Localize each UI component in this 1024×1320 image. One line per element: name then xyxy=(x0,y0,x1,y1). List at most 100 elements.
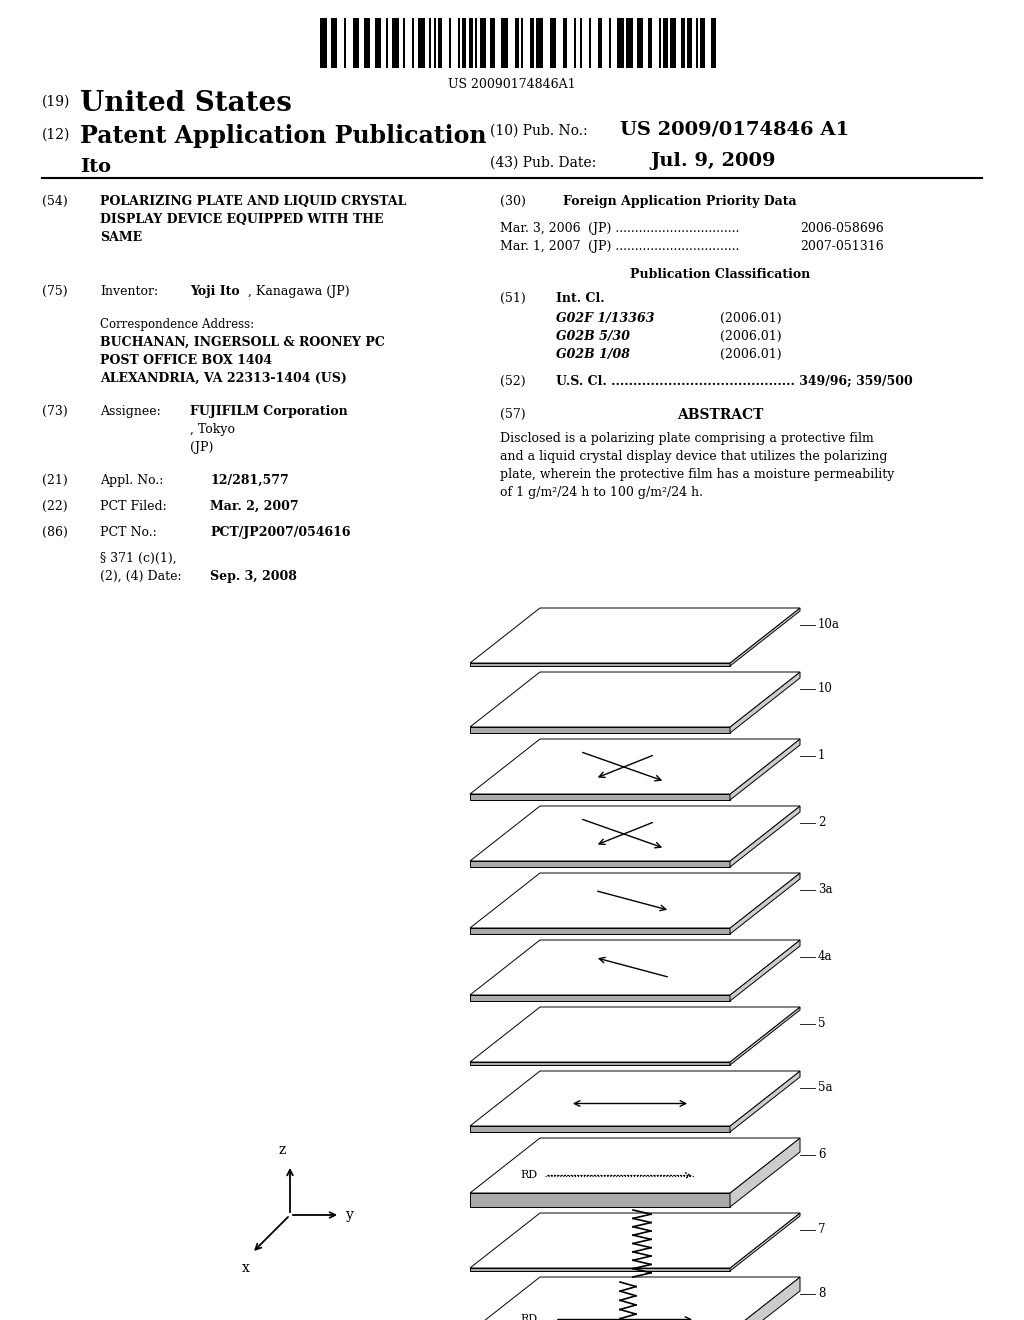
Text: (52): (52) xyxy=(500,375,525,388)
Text: Assignee:: Assignee: xyxy=(100,405,161,418)
Bar xyxy=(700,18,705,69)
Polygon shape xyxy=(470,739,800,795)
Text: (JP): (JP) xyxy=(190,441,213,454)
Text: Mar. 3, 2006: Mar. 3, 2006 xyxy=(500,222,581,235)
Polygon shape xyxy=(730,1138,800,1206)
Bar xyxy=(403,18,406,69)
Text: (2006.01): (2006.01) xyxy=(720,312,781,325)
Text: Inventor:: Inventor: xyxy=(100,285,158,298)
Text: PCT/JP2007/054616: PCT/JP2007/054616 xyxy=(210,525,350,539)
Text: U.S. Cl. .......................................... 349/96; 359/500: U.S. Cl. ...............................… xyxy=(556,375,912,388)
Text: G02F 1/13363: G02F 1/13363 xyxy=(556,312,654,325)
Text: Ito: Ito xyxy=(80,158,111,176)
Text: US 2009/0174846 A1: US 2009/0174846 A1 xyxy=(620,120,849,139)
Text: (43) Pub. Date:: (43) Pub. Date: xyxy=(490,156,596,170)
Bar xyxy=(469,18,473,69)
Polygon shape xyxy=(470,1007,800,1063)
Text: Mar. 1, 2007: Mar. 1, 2007 xyxy=(500,240,581,253)
Bar xyxy=(681,18,685,69)
Bar xyxy=(658,18,660,69)
Bar xyxy=(664,18,668,69)
Text: Patent Application Publication: Patent Application Publication xyxy=(80,124,486,148)
Bar xyxy=(433,18,436,69)
Polygon shape xyxy=(730,672,800,733)
Polygon shape xyxy=(470,672,800,727)
Text: , Tokyo: , Tokyo xyxy=(190,422,234,436)
Bar xyxy=(331,18,338,69)
Bar xyxy=(392,18,398,69)
Text: PCT No.:: PCT No.: xyxy=(100,525,157,539)
Polygon shape xyxy=(470,940,800,995)
Text: United States: United States xyxy=(80,90,292,117)
Polygon shape xyxy=(470,1063,730,1065)
Bar xyxy=(562,18,567,69)
Text: (2), (4) Date:: (2), (4) Date: xyxy=(100,570,181,583)
Bar xyxy=(502,18,508,69)
Bar xyxy=(449,18,452,69)
Bar xyxy=(648,18,652,69)
Bar xyxy=(521,18,523,69)
Text: RD: RD xyxy=(520,1315,538,1320)
Text: BUCHANAN, INGERSOLL & ROONEY PC: BUCHANAN, INGERSOLL & ROONEY PC xyxy=(100,337,385,348)
Polygon shape xyxy=(730,1276,800,1320)
Text: y: y xyxy=(346,1208,354,1222)
Text: FUJIFILM Corporation: FUJIFILM Corporation xyxy=(190,405,348,418)
Text: (75): (75) xyxy=(42,285,68,298)
Text: 2006-058696: 2006-058696 xyxy=(800,222,884,235)
Text: (JP) ................................: (JP) ................................ xyxy=(588,240,739,253)
Text: (JP) ................................: (JP) ................................ xyxy=(588,222,739,235)
Text: 4a: 4a xyxy=(818,950,833,964)
Bar xyxy=(344,18,346,69)
Bar xyxy=(364,18,371,69)
Bar xyxy=(475,18,477,69)
Bar xyxy=(581,18,583,69)
Text: Yoji Ito: Yoji Ito xyxy=(190,285,240,298)
Bar xyxy=(529,18,535,69)
Bar xyxy=(479,18,486,69)
Bar xyxy=(353,18,359,69)
Text: 2007-051316: 2007-051316 xyxy=(800,240,884,253)
Bar xyxy=(696,18,698,69)
Text: 2: 2 xyxy=(818,816,825,829)
Text: G02B 5/30: G02B 5/30 xyxy=(556,330,630,343)
Polygon shape xyxy=(470,795,730,800)
Bar xyxy=(375,18,381,69)
Bar xyxy=(637,18,643,69)
Bar xyxy=(712,18,716,69)
Text: Mar. 2, 2007: Mar. 2, 2007 xyxy=(210,500,299,513)
Text: 10a: 10a xyxy=(818,618,840,631)
Polygon shape xyxy=(470,1071,800,1126)
Text: Publication Classification: Publication Classification xyxy=(630,268,810,281)
Polygon shape xyxy=(730,940,800,1001)
Text: (2006.01): (2006.01) xyxy=(720,348,781,360)
Text: Jul. 9, 2009: Jul. 9, 2009 xyxy=(650,152,775,170)
Polygon shape xyxy=(730,807,800,867)
Text: x: x xyxy=(242,1261,250,1275)
Polygon shape xyxy=(730,739,800,800)
Text: 5a: 5a xyxy=(818,1081,833,1094)
Polygon shape xyxy=(730,1071,800,1133)
Bar xyxy=(670,18,676,69)
Polygon shape xyxy=(470,928,730,935)
Text: US 20090174846A1: US 20090174846A1 xyxy=(449,78,575,91)
Polygon shape xyxy=(470,1193,730,1206)
Bar xyxy=(462,18,467,69)
Text: 1: 1 xyxy=(818,748,825,762)
Text: (12): (12) xyxy=(42,128,71,143)
Polygon shape xyxy=(470,727,730,733)
Text: 10: 10 xyxy=(818,682,833,696)
Text: RD: RD xyxy=(520,1171,538,1180)
Bar xyxy=(458,18,460,69)
Text: 7: 7 xyxy=(818,1224,825,1236)
Text: § 371 (c)(1),: § 371 (c)(1), xyxy=(100,552,176,565)
Text: 3a: 3a xyxy=(818,883,833,896)
Polygon shape xyxy=(730,1007,800,1065)
Polygon shape xyxy=(730,1213,800,1271)
Text: 6: 6 xyxy=(818,1148,825,1162)
Text: Appl. No.:: Appl. No.: xyxy=(100,474,164,487)
Text: 8: 8 xyxy=(818,1287,825,1300)
Polygon shape xyxy=(730,873,800,935)
Bar xyxy=(319,18,327,69)
Bar xyxy=(617,18,624,69)
Polygon shape xyxy=(470,995,730,1001)
